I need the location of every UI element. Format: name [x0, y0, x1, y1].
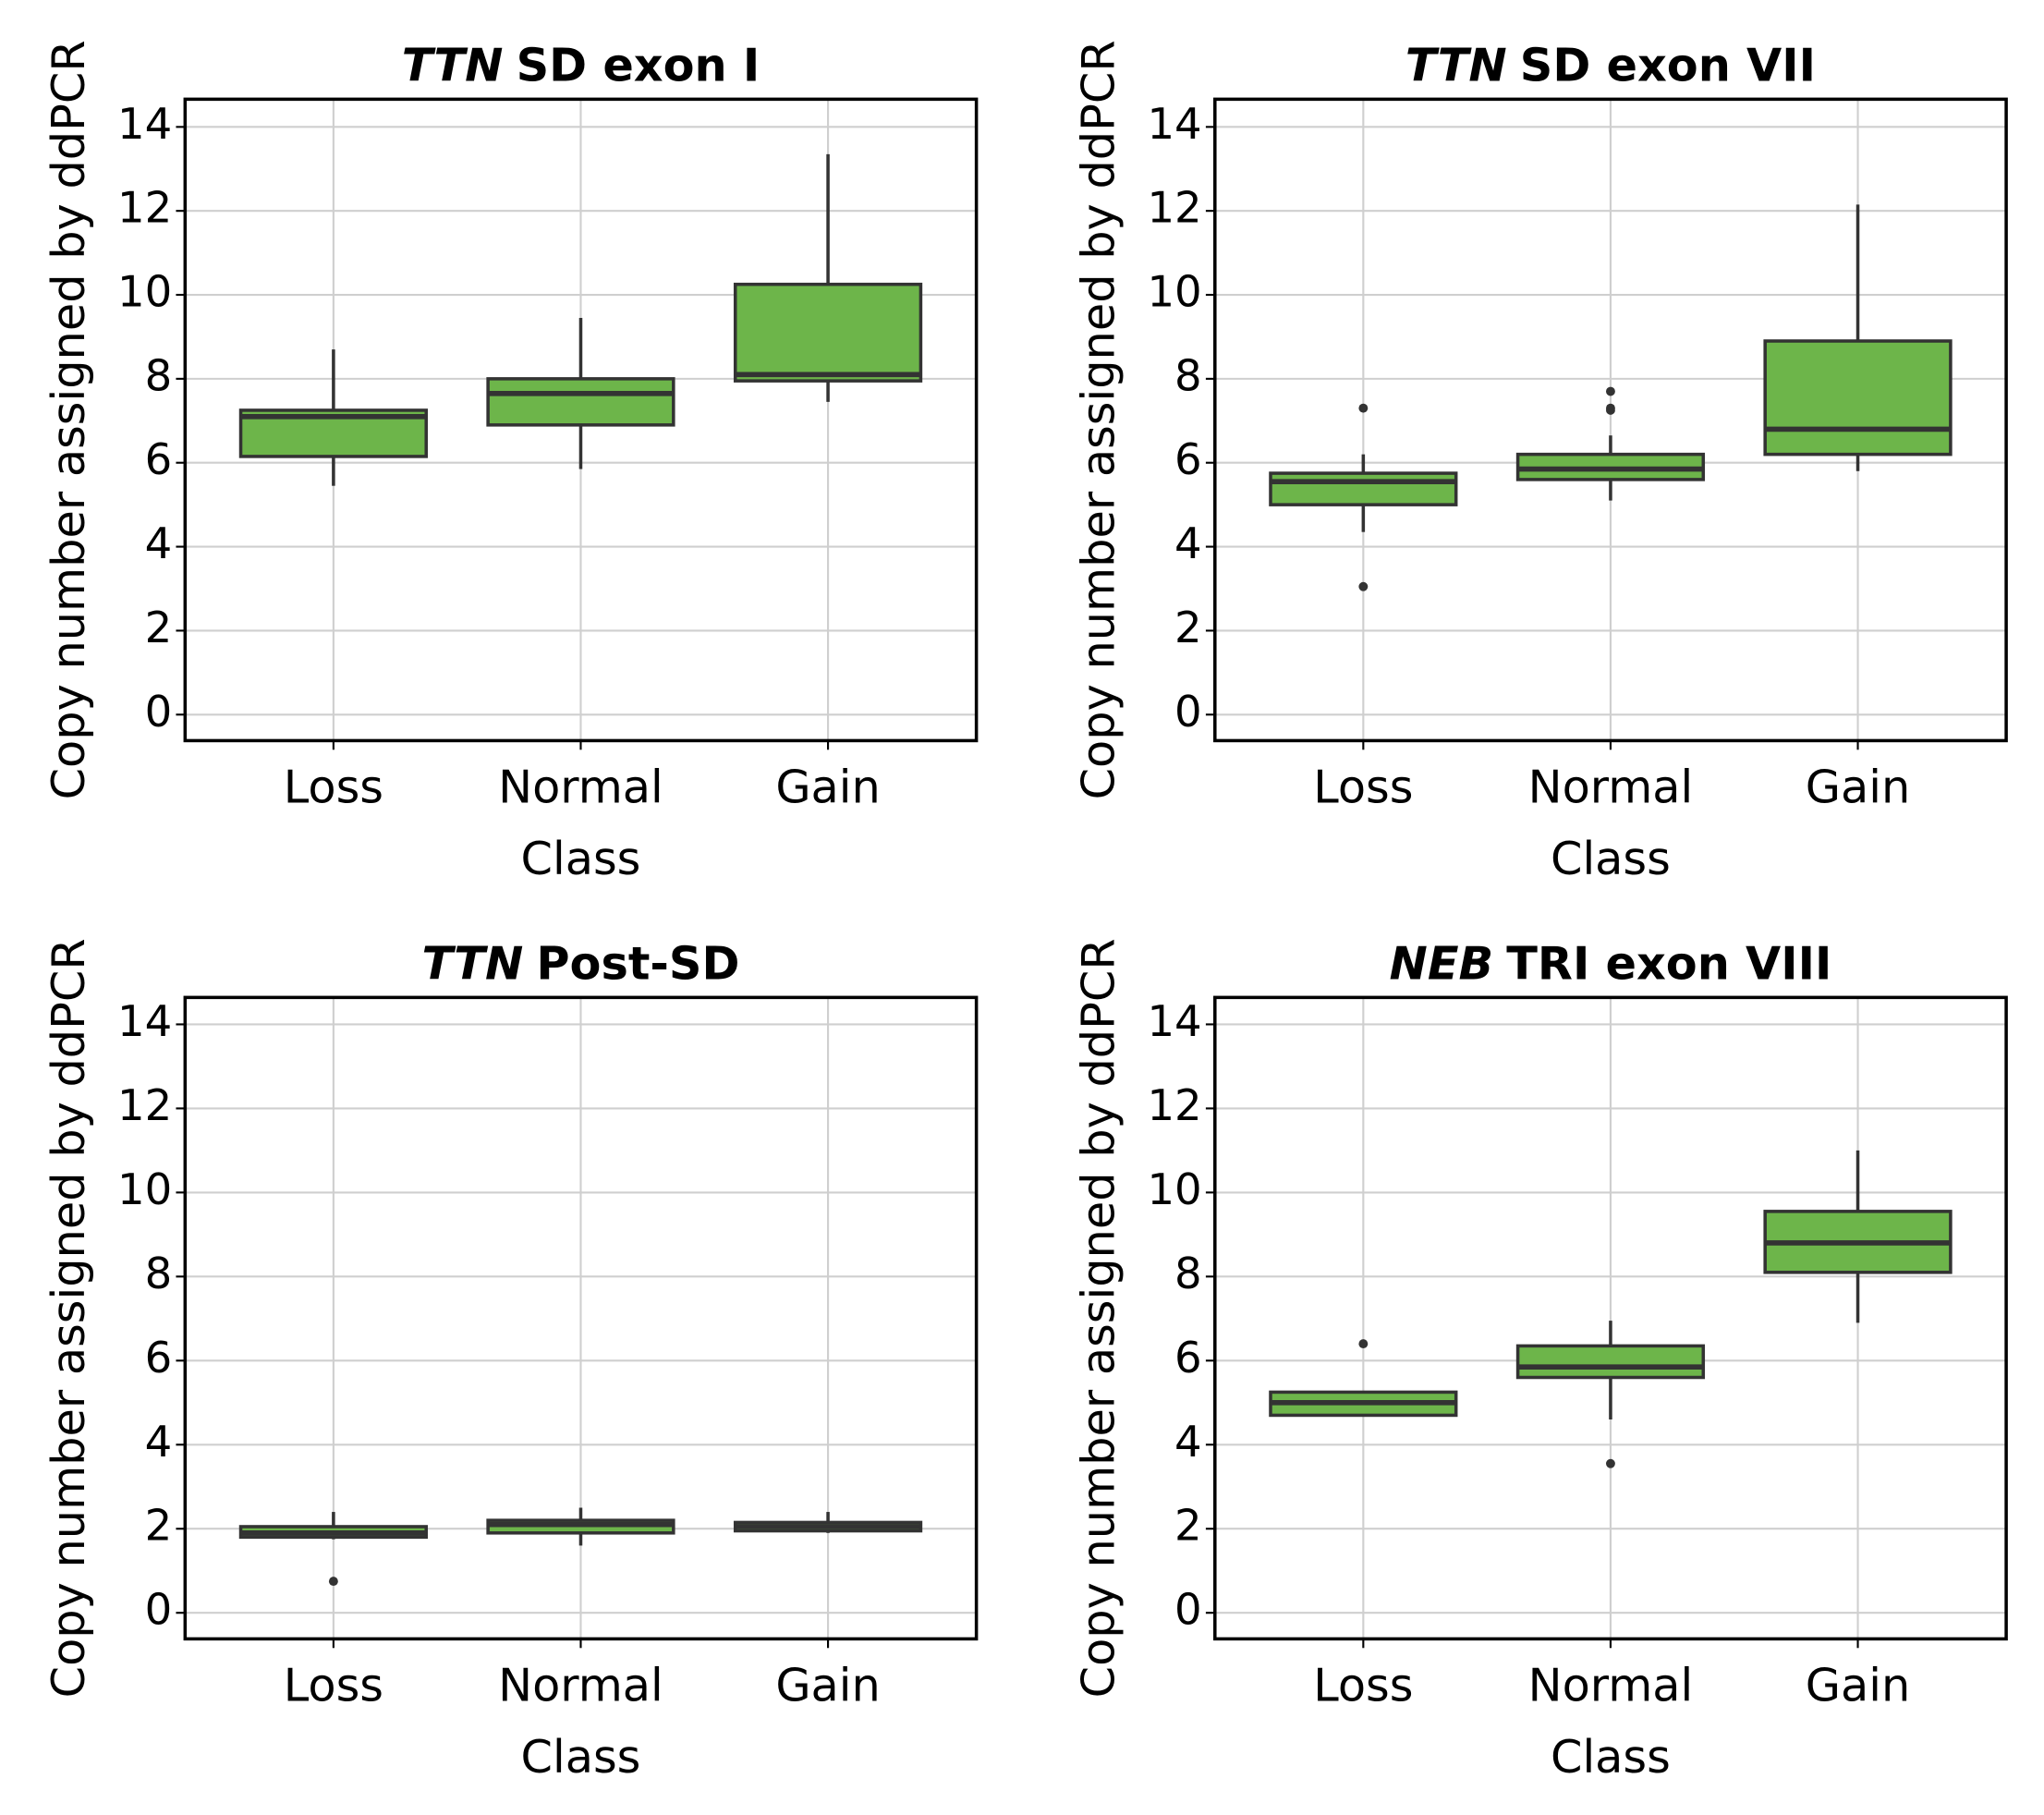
- title-text: Post-SD: [536, 936, 739, 990]
- box: [1515, 1344, 1706, 1380]
- title-text: SD exon VII: [1520, 38, 1816, 91]
- y-tick-label: 8: [145, 350, 173, 400]
- y-tick-label: 6: [145, 434, 173, 484]
- y-tick-label: 2: [145, 1501, 173, 1551]
- y-tick-label: 4: [145, 1417, 173, 1467]
- box: [1269, 471, 1458, 506]
- flier: [1606, 403, 1615, 413]
- y-tick-label: 0: [145, 687, 173, 737]
- y-tick-label: 2: [1174, 603, 1202, 652]
- y-tick-label: 0: [1174, 1585, 1202, 1635]
- title-gene: NEB: [1390, 936, 1494, 990]
- y-tick-label: 10: [1147, 267, 1201, 317]
- plot-frame: [183, 97, 979, 743]
- y-tick-label: 12: [1147, 1080, 1201, 1130]
- x-tick-label: Gain: [775, 1659, 880, 1712]
- panel: 0 2 4 6 8 10 12 14 Loss Normal Gain TTN SD exon VII C…: [1072, 38, 2008, 885]
- y-tick-label: 12: [117, 183, 172, 233]
- y-tick-label: 14: [117, 996, 172, 1046]
- flier: [1358, 1339, 1369, 1349]
- title-gene: TTN: [421, 936, 523, 990]
- y-tick-label: 10: [117, 267, 172, 317]
- box: [486, 377, 675, 427]
- x-tick-label: Loss: [284, 1659, 383, 1712]
- y-tick-label: 12: [117, 1080, 172, 1130]
- x-tick-label: Gain: [1806, 1659, 1911, 1712]
- y-tick-label: 0: [1174, 687, 1202, 737]
- plot-frame: [183, 995, 979, 1641]
- box: [733, 282, 923, 383]
- y-tick-label: 10: [117, 1164, 172, 1214]
- panel: 0 2 4 6 8 10 12 14 Loss Normal Gain TTN Post-SD Class…: [42, 936, 979, 1784]
- flier: [328, 1577, 338, 1587]
- x-tick-label: Loss: [1313, 1659, 1413, 1712]
- y-tick-label: 4: [1174, 518, 1202, 568]
- y-tick-label: 6: [1174, 434, 1202, 484]
- x-axis-label: Class: [521, 1730, 641, 1784]
- y-tick-label: 4: [145, 518, 173, 568]
- x-axis-label: Class: [1551, 832, 1671, 885]
- x-tick-label: Normal: [498, 1659, 663, 1712]
- y-axis-label: Copy number assigned by ddPCR: [1072, 938, 1125, 1698]
- y-tick-label: 8: [1174, 1249, 1202, 1298]
- flier: [1358, 403, 1369, 413]
- x-tick-label: Loss: [284, 761, 383, 814]
- panel-title: NEB TRI exon VIII: [1390, 936, 1832, 990]
- box: [1763, 339, 1953, 457]
- y-tick-label: 8: [1174, 350, 1202, 400]
- y-tick-label: 14: [117, 99, 172, 149]
- y-axis-label: Copy number assigned by ddPCR: [1072, 40, 1125, 799]
- panel-title: TTN SD exon VII: [1405, 38, 1816, 91]
- x-tick-label: Loss: [1313, 761, 1413, 814]
- x-tick-label: Normal: [1528, 761, 1694, 814]
- y-tick-label: 12: [1147, 183, 1201, 233]
- x-tick-label: Gain: [1806, 761, 1911, 814]
- y-tick-label: 10: [1147, 1164, 1201, 1214]
- y-tick-label: 6: [145, 1333, 173, 1383]
- y-tick-label: 2: [1174, 1501, 1202, 1551]
- flier: [1358, 581, 1369, 591]
- panel: 0 2 4 6 8 10 12 14 Loss Normal Gain TTN SD exon I Cla…: [42, 38, 979, 885]
- y-tick-label: 4: [1174, 1417, 1202, 1467]
- y-tick-label: 14: [1147, 99, 1201, 149]
- plot-frame: [1213, 995, 2008, 1641]
- y-tick-label: 8: [145, 1249, 173, 1298]
- x-tick-label: Normal: [1528, 1659, 1694, 1712]
- y-tick-label: 0: [145, 1585, 173, 1635]
- plot-frame: [1213, 97, 2008, 743]
- panel-title: TTN SD exon I: [402, 38, 760, 91]
- y-axis-label: Copy number assigned by ddPCR: [42, 40, 95, 799]
- title-text: SD exon I: [517, 38, 760, 91]
- title-gene: TTN: [402, 38, 504, 91]
- panel-title: TTN Post-SD: [421, 936, 739, 990]
- y-tick-label: 14: [1147, 996, 1201, 1046]
- title-gene: TTN: [1405, 38, 1507, 91]
- x-axis-label: Class: [1551, 1730, 1671, 1784]
- y-axis-label: Copy number assigned by ddPCR: [42, 938, 95, 1698]
- x-tick-label: Normal: [498, 761, 663, 814]
- flier: [1606, 386, 1615, 396]
- x-axis-label: Class: [521, 832, 641, 885]
- y-tick-label: 6: [1174, 1333, 1202, 1383]
- panel: 0 2 4 6 8 10 12 14 Loss Normal Gain NEB TRI exon VII…: [1072, 936, 2008, 1784]
- y-tick-label: 2: [145, 603, 173, 652]
- title-text: TRI exon VIII: [1506, 936, 1831, 990]
- flier: [1606, 1458, 1615, 1468]
- x-tick-label: Gain: [775, 761, 880, 814]
